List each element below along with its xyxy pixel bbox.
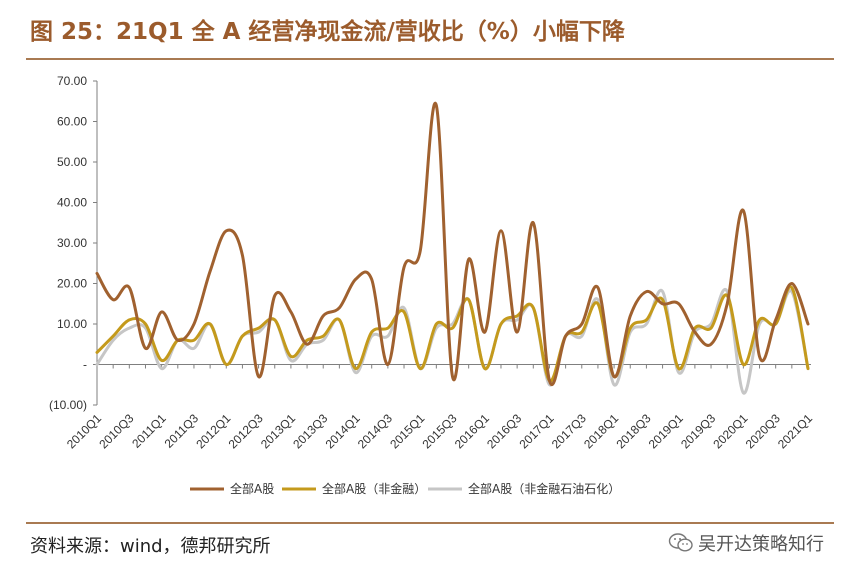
series-line-all-a (95, 101, 810, 386)
x-tick-label: 2015Q1 (387, 411, 427, 451)
legend-label: 全部A股 (230, 481, 274, 496)
x-tick-label: 2020Q3 (743, 411, 783, 451)
watermark: 吴开达策略知行 (668, 530, 824, 556)
x-tick-label: 2020Q1 (710, 411, 750, 451)
y-tick-label: - (83, 358, 87, 372)
y-tick-label: (10.00) (49, 398, 87, 412)
x-tick-label: 2012Q3 (226, 411, 266, 451)
x-tick-label: 2013Q3 (290, 411, 330, 451)
legend-label: 全部A股（非金融石油石化） (468, 481, 620, 496)
x-tick-label: 2019Q3 (678, 411, 718, 451)
watermark-text: 吴开达策略知行 (698, 534, 824, 555)
y-tick-label: 10.00 (57, 317, 87, 331)
source-note: 资料来源：wind，德邦研究所 (30, 536, 271, 557)
title-divider (26, 58, 834, 60)
x-tick-label: 2016Q1 (452, 411, 492, 451)
line-chart: 70.00 60.00 50.00 40.00 30.00 20.00 10.00 - (10.… (49, 74, 815, 496)
x-tick-label: 2011Q1 (129, 411, 169, 451)
y-tick-label: 30.00 (57, 236, 87, 250)
x-tick-label: 2015Q3 (420, 411, 460, 451)
x-tick-label: 2014Q1 (323, 411, 363, 451)
x-tick-label: 2014Q3 (355, 411, 395, 451)
footer-divider (26, 522, 834, 524)
x-tick-label: 2019Q1 (646, 411, 686, 451)
x-tick-label: 2021Q1 (775, 411, 815, 451)
page-title: 图 25：21Q1 全 A 经营净现金流/营收比（%）小幅下降 (30, 19, 625, 45)
y-tick-label: 40.00 (57, 196, 87, 210)
x-tick-label: 2012Q1 (193, 411, 233, 451)
y-tick-label: 20.00 (57, 277, 87, 291)
wechat-icon (668, 533, 693, 552)
x-tick-label: 2018Q3 (613, 411, 653, 451)
x-tick-label: 2010Q1 (64, 411, 104, 451)
y-tick-label: 50.00 (57, 155, 87, 169)
x-tick-label: 2018Q1 (581, 411, 621, 451)
x-tick-label: 2010Q3 (96, 411, 136, 451)
x-tick-label: 2017Q1 (516, 411, 556, 451)
legend-label: 全部A股（非金融） (322, 481, 426, 496)
x-tick-label: 2017Q3 (549, 411, 589, 451)
x-tick-label: 2013Q1 (258, 411, 298, 451)
x-tick-label: 2016Q3 (484, 411, 524, 451)
y-tick-label: 70.00 (57, 74, 87, 88)
y-tick-label: 60.00 (57, 115, 87, 129)
